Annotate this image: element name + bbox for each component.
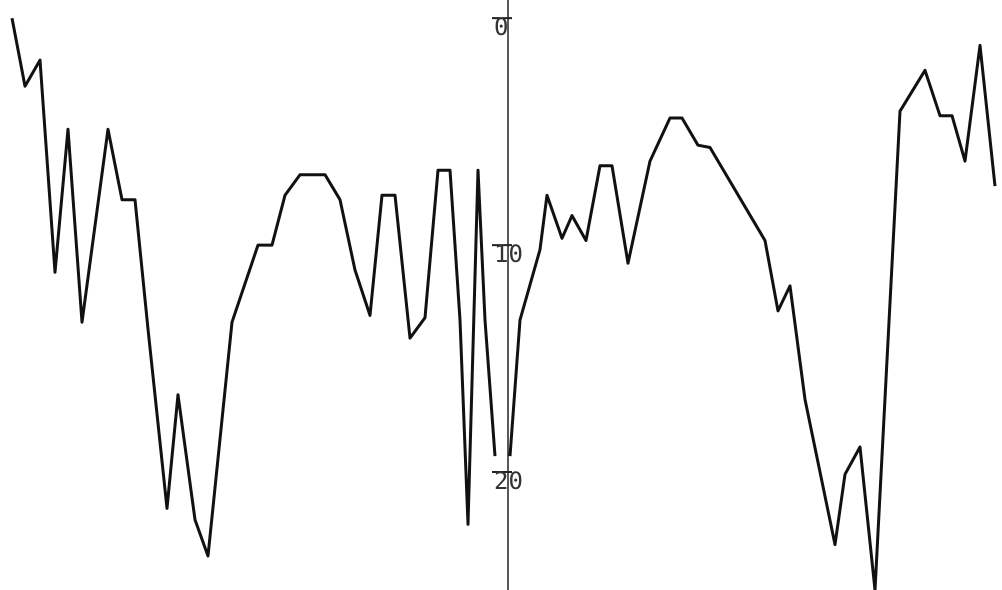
y-tick-label: 0 <box>494 13 508 41</box>
data-line <box>10 17 997 590</box>
y-tick-label: 20 <box>494 467 523 495</box>
y-tick-label: 10 <box>494 240 523 268</box>
